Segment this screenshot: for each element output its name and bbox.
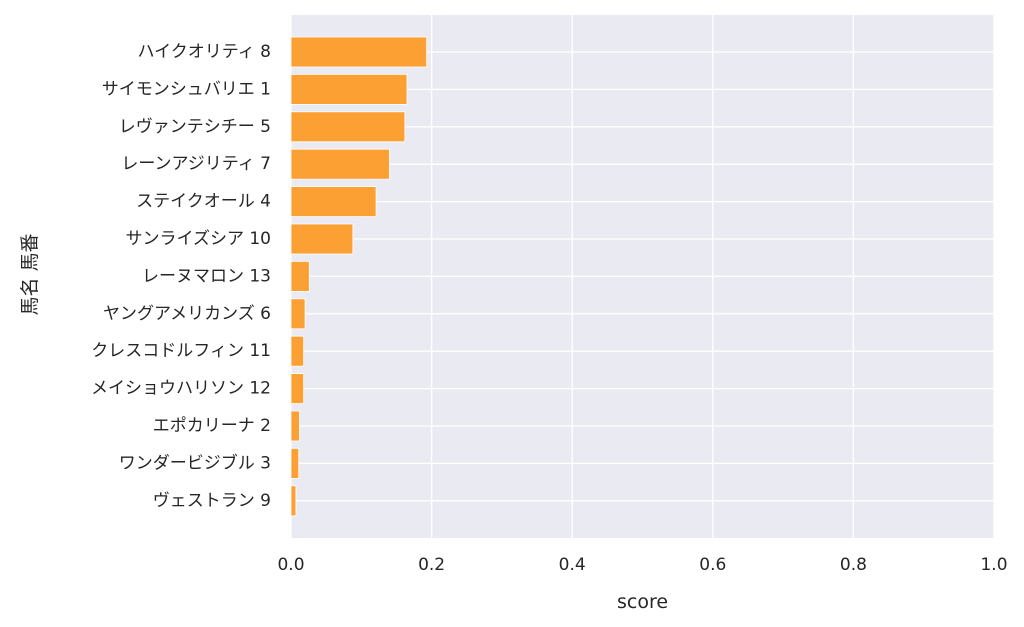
y-tick-label: サイモンシュバリエ 1 — [102, 79, 271, 99]
grid-lines — [290, 15, 995, 538]
y-tick-label: ワンダービジブル 3 — [119, 452, 271, 473]
x-tick-labels: 0.0 0.2 0.4 0.6 0.8 1.0 — [277, 555, 1007, 575]
y-tick-label: ステイクオール 4 — [136, 192, 271, 212]
bar — [290, 410, 300, 442]
bar — [290, 223, 354, 255]
bar — [290, 74, 408, 105]
y-tick-label: サンライズシア 10 — [125, 229, 271, 249]
y-tick-label: レーンアジリティ 7 — [121, 154, 271, 174]
y-tick-label: レヴァンテシチー 5 — [119, 117, 271, 137]
bar — [290, 148, 390, 180]
x-tick-label: 0.2 — [418, 555, 445, 575]
bar — [290, 485, 297, 517]
x-tick-label: 0.0 — [277, 555, 304, 575]
y-tick-label: クレスコドルフィン 11 — [91, 341, 271, 361]
bars — [290, 36, 428, 517]
bar — [290, 373, 305, 405]
x-tick-label: 1.0 — [980, 555, 1007, 575]
bar — [290, 298, 306, 330]
y-tick-label: ヴェストラン 9 — [153, 491, 271, 511]
y-tick-label: メイショウハリソン 12 — [91, 379, 271, 399]
y-tick-labels: ハイクオリティ 8 サイモンシュバリエ 1 レヴァンテシチー 5 レーンアジリティ 7… — [91, 42, 271, 511]
x-tick-label: 0.6 — [699, 555, 726, 575]
x-tick-label: 0.8 — [840, 555, 867, 575]
y-tick-label: エポカリーナ 2 — [153, 416, 271, 436]
y-axis-title: 馬名 馬番 — [19, 233, 41, 315]
bar — [290, 111, 406, 143]
y-tick-label: ハイクオリティ 8 — [137, 42, 271, 62]
bar — [290, 260, 310, 292]
x-axis-title: score — [617, 591, 668, 613]
bar — [290, 36, 428, 68]
bar — [290, 186, 377, 218]
y-tick-label: ヤングアメリカンズ 6 — [103, 304, 271, 324]
bar — [290, 335, 305, 367]
x-tick-label: 0.4 — [559, 555, 586, 575]
bar — [290, 447, 300, 479]
y-tick-label: レーヌマロン 13 — [142, 266, 271, 286]
